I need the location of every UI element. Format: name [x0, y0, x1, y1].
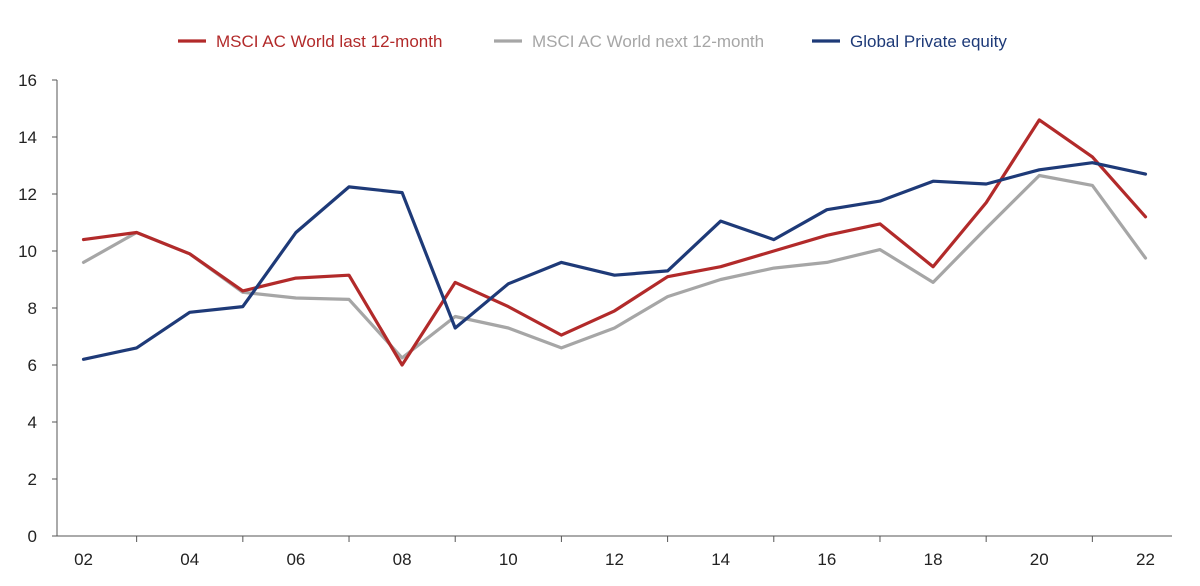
- series-line-msci-ac-world-last-12-month: [81, 118, 1148, 367]
- legend-item: Global Private equity: [812, 32, 1007, 51]
- chart-legend: MSCI AC World last 12-month MSCI AC World…: [178, 32, 1007, 51]
- x-tick-label: 06: [286, 550, 305, 569]
- x-tick-label: 14: [711, 550, 730, 569]
- y-tick-label: 0: [28, 527, 37, 546]
- y-tick-label: 6: [28, 356, 37, 375]
- series-layer: [81, 118, 1148, 367]
- y-tick-label: 12: [18, 185, 37, 204]
- x-tick-label: 12: [605, 550, 624, 569]
- y-tick-label: 4: [28, 413, 37, 432]
- legend-label: MSCI AC World last 12-month: [216, 32, 442, 51]
- legend-label: MSCI AC World next 12-month: [532, 32, 764, 51]
- legend-item: MSCI AC World last 12-month: [178, 32, 442, 51]
- x-tick-label: 10: [499, 550, 518, 569]
- series-line-global-private-equity: [81, 161, 1148, 361]
- y-tick-label: 10: [18, 242, 37, 261]
- y-tick-label: 2: [28, 470, 37, 489]
- x-tick-label: 08: [393, 550, 412, 569]
- x-tick-label: 04: [180, 550, 199, 569]
- x-tick-label: 20: [1030, 550, 1049, 569]
- x-axis: 02 04 06 08 10 12 14 16 18 20 22: [57, 535, 1172, 569]
- y-tick-label: 14: [18, 128, 37, 147]
- y-tick-label: 8: [28, 299, 37, 318]
- y-axis: 0 2 4 6 8 10 12 14 16: [18, 71, 58, 546]
- legend-item: MSCI AC World next 12-month: [494, 32, 764, 51]
- y-tick-label: 16: [18, 71, 37, 90]
- x-tick-label: 22: [1136, 550, 1155, 569]
- x-tick-label: 02: [74, 550, 93, 569]
- legend-label: Global Private equity: [850, 32, 1007, 51]
- x-tick-label: 18: [924, 550, 943, 569]
- x-tick-label: 16: [817, 550, 836, 569]
- series-line-msci-ac-world-next-12-month: [81, 173, 1148, 360]
